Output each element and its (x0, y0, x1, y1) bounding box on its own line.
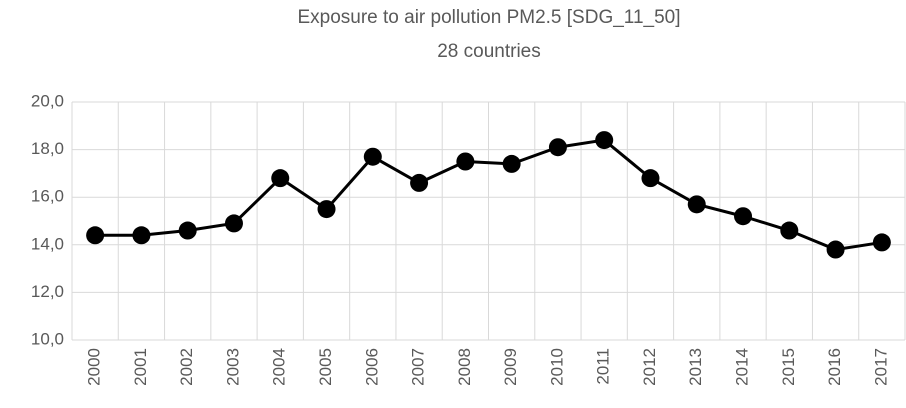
marker (132, 226, 151, 245)
x-tick-label: 2017 (871, 348, 890, 386)
x-tick-label: 2009 (501, 348, 520, 386)
x-tick-label: 2005 (316, 348, 335, 386)
y-tick-label: 20,0 (31, 91, 64, 110)
x-tick-label: 2012 (640, 348, 659, 386)
marker (502, 154, 521, 173)
x-tick-label: 2011 (594, 348, 613, 385)
marker (780, 221, 799, 240)
x-tick-label: 2003 (223, 348, 242, 386)
marker (734, 207, 753, 226)
marker (317, 200, 336, 219)
x-tick-label: 2002 (177, 348, 196, 386)
x-tick-label: 2006 (362, 348, 381, 386)
x-tick-label: 2013 (686, 348, 705, 386)
y-tick-label: 12,0 (31, 282, 64, 301)
y-tick-label: 16,0 (31, 187, 64, 206)
y-tick-label: 10,0 (31, 329, 64, 348)
marker (86, 226, 105, 245)
y-tick-label: 18,0 (31, 139, 64, 158)
x-tick-label: 2000 (85, 348, 104, 386)
marker (178, 221, 197, 240)
chart-title: Exposure to air pollution PM2.5 [SDG_11_… (297, 7, 680, 28)
marker (641, 169, 660, 188)
x-tick-label: 2004 (270, 348, 289, 386)
marker (826, 240, 845, 259)
chart-subtitle: 28 countries (437, 41, 541, 62)
x-tick-label: 2008 (455, 348, 474, 386)
x-tick-label: 2010 (547, 348, 566, 386)
x-tick-label: 2007 (409, 348, 428, 386)
y-tick-label: 14,0 (31, 234, 64, 253)
marker (872, 233, 891, 252)
marker (548, 138, 567, 157)
marker (687, 195, 706, 214)
marker (271, 169, 290, 188)
marker (410, 173, 429, 192)
x-tick-label: 2001 (131, 348, 150, 386)
x-tick-label: 2015 (779, 348, 798, 386)
marker (456, 152, 475, 171)
marker (363, 147, 382, 166)
x-tick-label: 2016 (825, 348, 844, 386)
marker (595, 131, 614, 150)
marker (224, 214, 243, 233)
x-tick-label: 2014 (733, 348, 752, 386)
